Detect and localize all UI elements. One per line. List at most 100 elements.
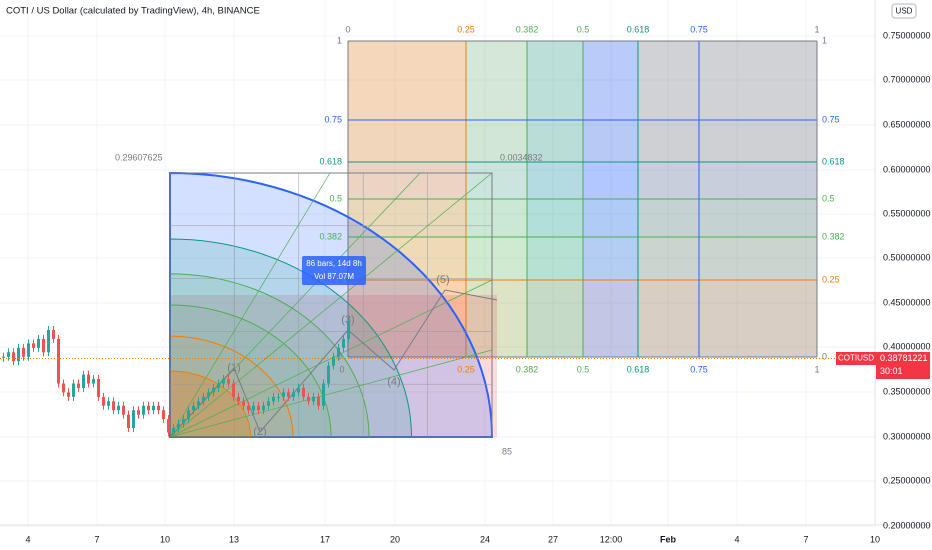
- candle: [207, 392, 210, 397]
- price-tick-label: 0.20000000: [883, 520, 931, 530]
- candle: [52, 330, 55, 339]
- candle: [307, 396, 310, 402]
- fib-level-top: 1: [814, 24, 819, 34]
- candle: [172, 428, 175, 433]
- time-tick-label: 7: [803, 534, 808, 544]
- candle: [327, 365, 330, 384]
- candle: [12, 352, 15, 362]
- fib-level-right: 0.5: [822, 193, 835, 203]
- fib-level-left: 1: [337, 35, 342, 45]
- fib-level-bottom: 0.75: [690, 364, 708, 374]
- fib-level-left: 0.75: [324, 114, 342, 124]
- candle: [42, 338, 45, 353]
- price-tick-label: 0.75000000: [883, 30, 931, 40]
- candle: [287, 392, 290, 397]
- candle: [332, 356, 335, 366]
- price-tick-label: 0.70000000: [883, 74, 931, 84]
- candle: [67, 392, 70, 397]
- price-tick-label: 0.45000000: [883, 297, 931, 307]
- fib-level-bottom: 0.618: [627, 364, 650, 374]
- time-tick-label: Feb: [660, 534, 677, 544]
- candle: [72, 383, 75, 397]
- candle: [192, 405, 195, 411]
- candle: [92, 379, 95, 384]
- candle: [132, 410, 135, 429]
- candle: [22, 347, 25, 357]
- fib-level-bottom: 1: [814, 364, 819, 374]
- candle: [157, 405, 160, 411]
- drawings: [169, 40, 818, 438]
- time-tick-label: 17: [320, 534, 330, 544]
- price-axis: 0.75000000 0.70000000 0.65000000 0.60000000…: [883, 30, 931, 530]
- time-tick-label: 4: [734, 534, 739, 544]
- fib-level-left: 0.5: [329, 193, 342, 203]
- price-tick-label: 0.60000000: [883, 164, 931, 174]
- wave-label: (2): [253, 426, 266, 438]
- chart-title: COTI / US Dollar (calculated by TradingV…: [6, 6, 260, 17]
- fib-level-right: 0.618: [822, 156, 845, 166]
- candle: [107, 401, 110, 406]
- fib-box: [169, 172, 493, 438]
- time-tick-label: 13: [229, 534, 239, 544]
- fan-line: [169, 172, 421, 438]
- time-axis: 4 7 10 13 17 20 24 27 12:00 Feb 4 7 10: [25, 534, 880, 544]
- candle: [297, 387, 300, 393]
- candle: [122, 405, 125, 415]
- time-tick-label: 10: [160, 534, 170, 544]
- measure-line2: Vol 87.07M: [314, 272, 354, 281]
- candle: [87, 374, 90, 384]
- candle: [2, 356, 5, 358]
- candle: [152, 405, 155, 411]
- countdown: 30:01: [880, 366, 903, 376]
- currency-button[interactable]: [891, 3, 917, 19]
- candle: [217, 383, 220, 388]
- price-tick-label: 0.50000000: [883, 252, 931, 262]
- time-tick-label: 12:00: [600, 534, 623, 544]
- wave-label: (4): [387, 376, 400, 388]
- price-tick-label: 0.30000000: [883, 431, 931, 441]
- drawing-labels: 00000.250.250.250.250.3820.3820.3820.382…: [115, 24, 845, 456]
- fib-level-top: 0.618: [627, 24, 650, 34]
- candle: [112, 401, 115, 411]
- candle: [7, 352, 10, 357]
- symbol-tag: [836, 352, 876, 365]
- candle: [317, 396, 320, 406]
- wave-label: (3): [341, 314, 354, 326]
- candle: [312, 396, 315, 402]
- price-tick-label: 0.55000000: [883, 208, 931, 218]
- measure-box: [302, 256, 366, 285]
- fib-level-top: 0.382: [516, 24, 539, 34]
- fan-line: [169, 349, 493, 438]
- candle: [342, 338, 345, 348]
- fib-level-right: 0.25: [822, 274, 840, 284]
- fib-level-right: 0.382: [822, 231, 845, 241]
- fib-level-top: 0.5: [577, 24, 590, 34]
- candle: [162, 410, 165, 420]
- candle: [17, 347, 20, 362]
- fib-level-top: 0.75: [690, 24, 708, 34]
- fib-level-left: 0: [337, 351, 342, 361]
- fib-level-right: 0.75: [822, 114, 840, 124]
- candle: [177, 423, 180, 429]
- candle: [242, 401, 245, 406]
- time-tick-label: 10: [870, 534, 880, 544]
- candle: [232, 383, 235, 397]
- candle: [202, 396, 205, 402]
- candle: [147, 405, 150, 411]
- candle: [347, 321, 350, 339]
- candle: [247, 405, 250, 411]
- bar-count: 85: [502, 446, 512, 456]
- fib-level-left: 0.618: [319, 156, 342, 166]
- candle: [237, 396, 240, 402]
- wave-label: (5): [436, 274, 449, 286]
- candle: [47, 330, 50, 353]
- candle: [62, 383, 65, 393]
- fan-line: [169, 172, 493, 438]
- fib-level-bottom: 0.382: [516, 364, 539, 374]
- fib-level-left: 0.382: [319, 231, 342, 241]
- time-tick-label: 4: [25, 534, 30, 544]
- price-tick-label: 0.25000000: [883, 475, 931, 485]
- candle: [182, 419, 185, 424]
- candle: [272, 396, 275, 402]
- candle: [302, 387, 305, 397]
